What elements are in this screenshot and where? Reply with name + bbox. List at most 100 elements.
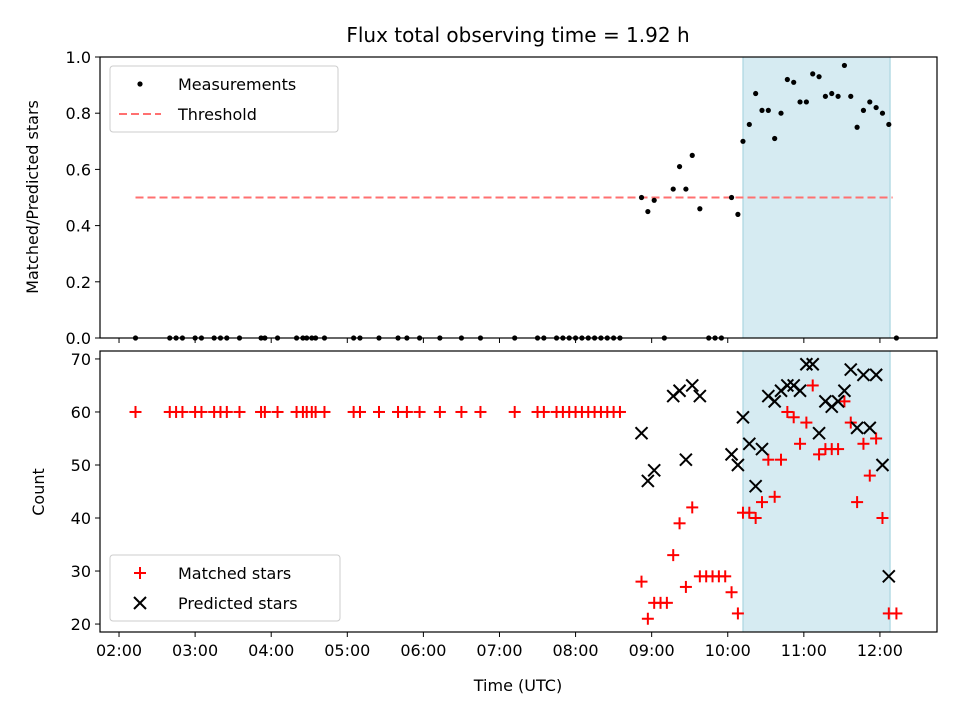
bottom-legend: Matched stars Predicted stars (109, 554, 341, 622)
matched-star-point (233, 405, 246, 418)
predicted-star-point (863, 421, 877, 435)
matched-star-point (679, 580, 692, 593)
measurement-point (854, 124, 860, 130)
measurement-point (886, 121, 892, 128)
top-legend-box (109, 65, 339, 133)
measurement-point (683, 186, 689, 192)
predicted-star-point (831, 394, 845, 409)
top-y-ticks: 0.0 0.2 0.4 0.6 0.8 1.0 (66, 48, 100, 348)
bottom-panel: 20 30 40 50 60 70 02:00 03:00 04:00 05:00 06:00 07… (29, 350, 938, 695)
matched-star-point (641, 612, 654, 625)
matched-star-point (508, 405, 521, 418)
predicted-star-point (672, 384, 687, 398)
legend-matched-marker (134, 567, 146, 579)
bottom-xtick-label: 12:00 (857, 641, 903, 660)
top-ytick-label: 0.8 (66, 104, 91, 123)
legend-measurements-marker (137, 81, 143, 87)
top-axes-frame (99, 56, 938, 339)
measurement-point (689, 152, 695, 158)
bottom-xtick-label: 11:00 (781, 641, 827, 660)
measurement-point (816, 74, 822, 80)
matched-star-point (876, 512, 889, 525)
matched-star-point (800, 416, 813, 429)
matched-star-point (838, 395, 851, 408)
matched-star-point (413, 405, 426, 418)
measurement-point (746, 121, 752, 128)
bottom-xtick-label: 03:00 (172, 641, 218, 660)
predicted-star-point (742, 437, 757, 451)
matched-star-point (635, 575, 648, 588)
matched-star-point (813, 448, 826, 461)
matched-star-point (794, 437, 807, 450)
bottom-axes-frame (99, 350, 938, 633)
top-ytick-label: 0.2 (66, 273, 91, 292)
measurement-point (735, 211, 741, 217)
matched-star-point (129, 405, 142, 418)
matched-star-point (373, 405, 385, 418)
measurement-point (860, 107, 867, 113)
legend-matched-label: Matched stars (178, 564, 291, 583)
matched-star-point (537, 405, 550, 418)
bottom-xtick-label: 07:00 (476, 641, 522, 660)
legend-threshold-label: Threshold (177, 105, 257, 124)
matched-star-point (433, 405, 446, 418)
measurement-point (835, 93, 841, 99)
bottom-ytick-label: 30 (71, 562, 91, 581)
measurement-point (670, 186, 676, 192)
predicted-star-point (693, 389, 707, 403)
measurement-point (791, 79, 797, 85)
matched-star-point (768, 490, 781, 503)
predicted-star-point (882, 569, 896, 584)
bottom-ytick-label: 40 (71, 509, 91, 528)
chart-title: Flux total observing time = 1.92 h (346, 23, 689, 47)
matched-star-point (353, 405, 366, 418)
matched-star-point (318, 405, 331, 418)
measurement-point (829, 90, 835, 97)
measurement-point (873, 104, 879, 111)
bottom-x-ticks: 02:00 03:00 04:00 05:00 06:00 07:00 08:00 09:00… (96, 632, 903, 660)
matched-star-point (851, 496, 864, 509)
bottom-xtick-label: 08:00 (553, 641, 599, 660)
predicted-star-point (748, 479, 763, 493)
matched-star-point (613, 405, 626, 418)
matched-star-point (686, 501, 699, 514)
matched-star-point (474, 405, 487, 418)
matched-star-point (731, 607, 744, 620)
predicted-star-point (844, 362, 858, 377)
top-ytick-label: 0.4 (66, 217, 91, 236)
top-panel: 0.0 0.2 0.4 0.6 0.8 1.0 Matched/Predicted sta… (23, 48, 938, 348)
predicted-star-point (724, 447, 739, 462)
measurement-point (676, 163, 683, 170)
measurement-point (697, 206, 703, 212)
matched-star-point (832, 443, 845, 456)
matched-star-point (890, 607, 903, 620)
matched-star-point (806, 379, 819, 392)
legend-predicted-label: Predicted stars (178, 594, 298, 613)
predicted-star-point (767, 394, 782, 409)
bottom-xtick-label: 02:00 (96, 641, 142, 660)
matched-star-point (673, 517, 686, 530)
predicted-star-point (641, 474, 655, 488)
top-y-axis-label: Matched/Predicted stars (23, 100, 42, 294)
matched-star-point (870, 432, 883, 445)
measurement-point (772, 135, 778, 142)
measurement-point (784, 76, 790, 83)
bottom-xtick-label: 05:00 (324, 641, 370, 660)
measurement-point (759, 107, 765, 113)
top-x-ticks (118, 338, 881, 343)
measurement-point (867, 99, 873, 105)
predicted-star-point (869, 368, 883, 382)
matched-star-point (781, 405, 794, 418)
matched-star-point (775, 453, 788, 466)
predicted-star-point (634, 426, 649, 440)
measurement-point (810, 71, 816, 77)
matched-star-point (719, 570, 732, 583)
measurement-point (879, 110, 886, 116)
bottom-xtick-label: 04:00 (248, 641, 294, 660)
predicted-star-point (685, 378, 699, 393)
predicted-star-point (736, 410, 750, 424)
predicted-star-point (856, 368, 871, 382)
measurement-point (797, 99, 803, 105)
bottom-legend-box (109, 554, 341, 622)
